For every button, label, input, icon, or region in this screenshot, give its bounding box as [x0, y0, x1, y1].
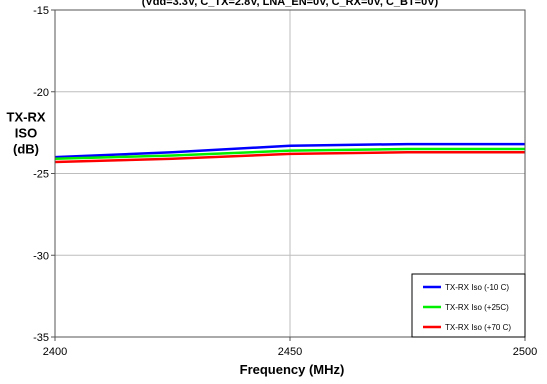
legend: TX-RX Iso (-10 C) TX-RX Iso (+25C) TX-RX I…: [411, 273, 526, 338]
y-axis-label-line-1: TX-RX: [7, 109, 46, 124]
x-tick-label: 2400: [43, 346, 67, 358]
legend-label-1: TX-RX Iso (-10 C): [445, 283, 509, 292]
legend-label-3: TX-RX Iso (+70 C): [445, 323, 511, 332]
y-tick-label: -20: [33, 87, 49, 99]
y-tick-label: -30: [33, 250, 49, 262]
x-tick-label: 2450: [278, 346, 302, 358]
chart-title: (Vdd=3.3V, C_TX=2.8V, LNA_EN=0V, C_RX=0V…: [142, 0, 439, 8]
series-layer: [54, 142, 525, 164]
series-line-1: [54, 142, 525, 159]
y-tick-label: -35: [33, 332, 49, 344]
y-axis-label-line-2: ISO: [15, 125, 37, 140]
series-line-3: [54, 150, 525, 164]
y-axis-label-line-3: (dB): [13, 141, 39, 156]
y-tick-label: -15: [33, 5, 49, 17]
series-line-2: [54, 147, 525, 161]
y-tick-label: -25: [33, 169, 49, 181]
x-tick-label: 2500: [513, 346, 537, 358]
legend-label-2: TX-RX Iso (+25C): [445, 303, 509, 312]
tick-labels: -35 -30 -25 -20 -15 2400 2450 2500: [33, 5, 537, 358]
x-axis-label: Frequency (MHz): [240, 362, 345, 377]
